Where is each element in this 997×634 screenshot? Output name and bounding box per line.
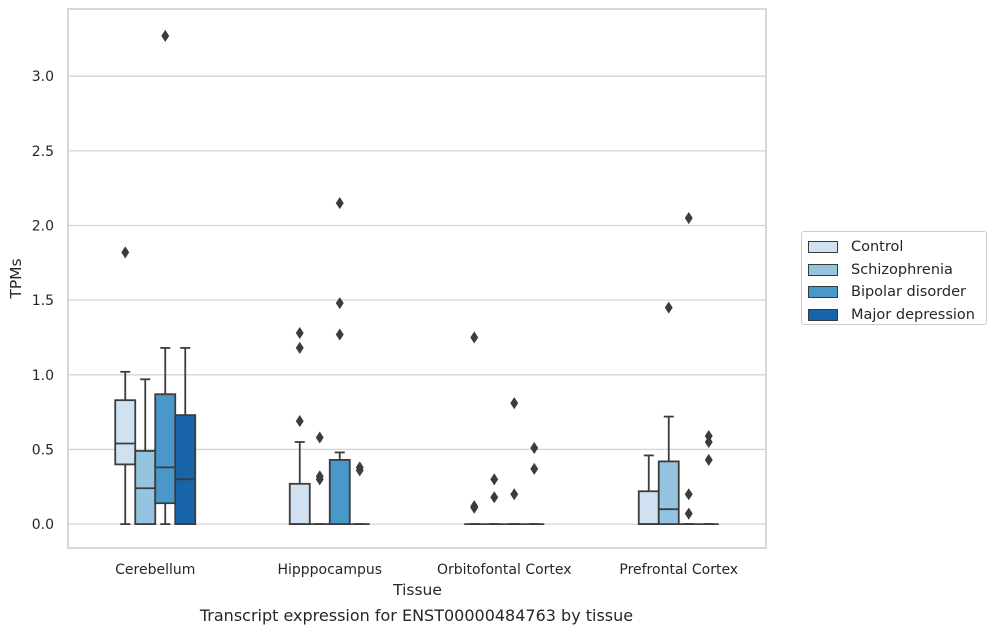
x-axis-label: Tissue xyxy=(392,581,442,599)
y-tick-label: 0.5 xyxy=(32,442,54,458)
outlier-point xyxy=(295,326,304,340)
x-tick-label: Orbitofontal Cortex xyxy=(437,562,572,578)
legend-label-schizophrenia: Schizophrenia xyxy=(851,261,953,278)
legend-label-major-depression: Major depression xyxy=(851,306,975,323)
outlier-point xyxy=(510,488,519,501)
box-group xyxy=(349,461,370,526)
legend-item-major-depression: Major depression xyxy=(808,304,986,327)
box-group xyxy=(174,347,197,526)
box-group xyxy=(134,378,157,526)
legend-swatch-bipolar-disorder xyxy=(808,286,838,299)
outlier-point xyxy=(490,491,499,504)
plot-area-frame xyxy=(67,8,767,549)
legend: Control Schizophrenia Bipolar disorder M… xyxy=(801,231,987,325)
legend-swatch-schizophrenia xyxy=(808,263,838,276)
box xyxy=(174,414,197,526)
y-tick-label: 3.0 xyxy=(32,69,54,85)
legend-swatch-major-depression xyxy=(808,308,838,321)
box-group xyxy=(464,331,485,526)
box-group xyxy=(484,473,505,526)
outlier-point xyxy=(470,331,479,344)
outlier-point xyxy=(355,461,364,474)
outlier-point xyxy=(295,341,304,354)
y-axis-ticks: 0.0 0.5 1.0 1.5 2.0 2.5 3.0 xyxy=(32,69,54,533)
outlier-point xyxy=(295,415,304,428)
box-group xyxy=(288,326,311,526)
outlier-point xyxy=(704,453,713,466)
box xyxy=(328,459,351,526)
outlier-point xyxy=(684,488,693,501)
box xyxy=(637,490,660,526)
outlier-point xyxy=(684,507,693,520)
outlier-point xyxy=(530,462,539,475)
box-group xyxy=(114,246,137,526)
y-tick-label: 0.0 xyxy=(32,517,54,533)
y-tick-label: 2.0 xyxy=(32,218,54,234)
outlier-point xyxy=(704,429,713,443)
box-group xyxy=(524,441,545,526)
outlier-point xyxy=(530,441,539,455)
outlier-point xyxy=(161,29,170,42)
box-group xyxy=(678,211,699,526)
x-axis-ticks: Cerebellum Hipppocampus Orbitofontal Corte… xyxy=(115,562,738,578)
outlier-point xyxy=(335,328,344,341)
legend-swatch-control xyxy=(808,241,838,254)
box xyxy=(154,393,177,505)
box xyxy=(114,399,137,466)
y-tick-label: 2.5 xyxy=(32,144,54,160)
y-tick-label: 1.5 xyxy=(32,293,54,309)
outlier-point xyxy=(335,197,344,210)
y-tick-label: 1.0 xyxy=(32,368,54,384)
box-marks xyxy=(114,29,719,526)
box-group xyxy=(504,397,525,526)
box-group xyxy=(309,431,330,526)
x-tick-label: Cerebellum xyxy=(115,562,195,578)
box-group xyxy=(328,197,351,526)
box xyxy=(657,460,680,526)
outlier-point xyxy=(335,297,344,310)
figure-caption: Transcript expression for ENST0000048476… xyxy=(199,606,634,625)
outlier-point xyxy=(684,211,693,225)
outlier-point xyxy=(121,246,130,259)
outlier-point xyxy=(315,470,324,483)
outlier-point xyxy=(664,301,673,314)
legend-label-bipolar-disorder: Bipolar disorder xyxy=(851,284,966,301)
outlier-point xyxy=(510,397,519,410)
legend-label-control: Control xyxy=(851,239,904,256)
box-group xyxy=(154,29,177,526)
outlier-point xyxy=(315,431,324,444)
box xyxy=(288,482,311,526)
box-group xyxy=(637,454,660,526)
legend-item-control: Control xyxy=(808,236,986,259)
box-group xyxy=(698,429,719,526)
y-axis-label: TPMs xyxy=(7,258,25,299)
box-group xyxy=(657,301,680,526)
legend-item-schizophrenia: Schizophrenia xyxy=(808,259,986,282)
outlier-point xyxy=(470,500,479,513)
legend-item-bipolar-disorder: Bipolar disorder xyxy=(808,281,986,304)
outlier-point xyxy=(490,473,499,486)
x-tick-label: Hipppocampus xyxy=(277,562,382,578)
x-tick-label: Prefrontal Cortex xyxy=(619,562,738,578)
